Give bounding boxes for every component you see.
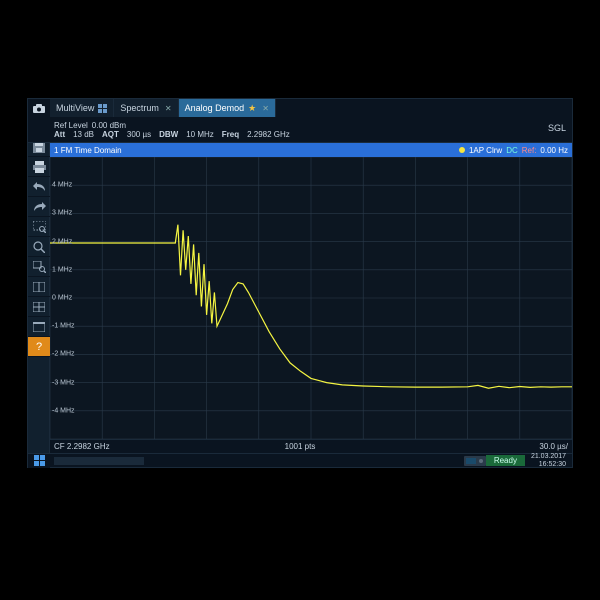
ref-value: 0.00 Hz bbox=[540, 146, 568, 155]
undo-icon[interactable] bbox=[28, 177, 50, 197]
star-icon: ★ bbox=[248, 103, 256, 114]
zoom-select-icon[interactable] bbox=[28, 217, 50, 237]
print-icon[interactable] bbox=[28, 157, 50, 177]
tab-label: MultiView bbox=[56, 103, 94, 113]
time: 16:52:30 bbox=[531, 461, 566, 469]
date: 21.03.2017 bbox=[531, 453, 566, 461]
tab-label: Spectrum bbox=[120, 103, 159, 113]
y-tick-label: -4 MHz bbox=[52, 407, 75, 414]
points-count: 1001 pts bbox=[285, 442, 316, 451]
freq-label: Freq bbox=[222, 130, 239, 139]
y-tick-label: 0 MHz bbox=[52, 295, 72, 302]
dbw-value: 10 MHz bbox=[186, 130, 214, 139]
tab-spectrum[interactable]: Spectrum ✕ bbox=[114, 99, 178, 117]
progress-bar bbox=[54, 457, 144, 465]
app-window: MultiView Spectrum ✕ Analog Demod ★ ✕ ? … bbox=[27, 98, 573, 468]
layout2-icon[interactable] bbox=[28, 297, 50, 317]
screenshot-icon[interactable] bbox=[28, 99, 50, 117]
y-tick-label: 1 MHz bbox=[52, 266, 72, 273]
chart-title: FM Time Domain bbox=[61, 146, 122, 155]
tab-analog-demod[interactable]: Analog Demod ★ ✕ bbox=[179, 99, 276, 117]
y-tick-label: -3 MHz bbox=[52, 379, 75, 386]
sgl-indicator: SGL bbox=[548, 123, 566, 133]
att-label: Att bbox=[54, 130, 65, 139]
y-tick-label: -1 MHz bbox=[52, 323, 75, 330]
y-tick-label: 2 MHz bbox=[52, 238, 72, 245]
zoom-area-icon[interactable] bbox=[28, 257, 50, 277]
window-icon[interactable] bbox=[28, 317, 50, 337]
close-icon[interactable]: ✕ bbox=[165, 104, 172, 113]
coupling: DC bbox=[506, 146, 518, 155]
help-icon[interactable]: ? bbox=[28, 337, 50, 357]
close-icon[interactable]: ✕ bbox=[262, 104, 269, 113]
y-tick-label: 4 MHz bbox=[52, 182, 72, 189]
tab-bar: MultiView Spectrum ✕ Analog Demod ★ ✕ bbox=[28, 99, 572, 117]
chart-title-bar: 1 FM Time Domain 1AP Clrw DC Ref: 0.00 H… bbox=[50, 143, 572, 157]
trace-plot bbox=[50, 157, 572, 439]
freq-value: 2.2982 GHz bbox=[247, 130, 290, 139]
chart-number: 1 bbox=[54, 146, 58, 155]
aqt-label: AQT bbox=[102, 130, 119, 139]
grid-icon bbox=[98, 104, 107, 113]
y-tick-label: 3 MHz bbox=[52, 210, 72, 217]
ref-level-value: 0.00 dBm bbox=[92, 121, 126, 130]
tab-label: Analog Demod bbox=[185, 103, 245, 113]
plot-area[interactable]: -4 MHz -3 MHz -2 MHz -1 MHz 0 MHz 1 MHz 2 MHz 3… bbox=[50, 157, 572, 439]
trace-mode: 1AP Clrw bbox=[469, 146, 502, 155]
windows-icon[interactable] bbox=[28, 454, 50, 468]
datetime: 21.03.2017 16:52:30 bbox=[525, 453, 572, 468]
layout1-icon[interactable] bbox=[28, 277, 50, 297]
ref-label: Ref: bbox=[522, 146, 537, 155]
aqt-value: 300 µs bbox=[127, 130, 151, 139]
att-value: 13 dB bbox=[73, 130, 94, 139]
ready-status: Ready bbox=[486, 455, 525, 466]
y-tick-label: -2 MHz bbox=[52, 351, 75, 358]
chart-body: -4 MHz -3 MHz -2 MHz -1 MHz 0 MHz 1 MHz 2 MHz 3… bbox=[28, 157, 572, 439]
tab-multiview[interactable]: MultiView bbox=[50, 99, 114, 117]
instrument-icon bbox=[464, 456, 486, 466]
dbw-label: DBW bbox=[159, 130, 178, 139]
measurement-header: Ref Level 0.00 dBm Att 13 dB AQT 300 µs … bbox=[28, 117, 572, 143]
ref-level-label: Ref Level bbox=[54, 121, 88, 130]
redo-icon[interactable] bbox=[28, 197, 50, 217]
side-toolbar: ? bbox=[28, 117, 50, 453]
trace-dot-icon bbox=[459, 147, 465, 153]
status-bar: Ready 21.03.2017 16:52:30 bbox=[28, 453, 572, 467]
zoom-icon[interactable] bbox=[28, 237, 50, 257]
